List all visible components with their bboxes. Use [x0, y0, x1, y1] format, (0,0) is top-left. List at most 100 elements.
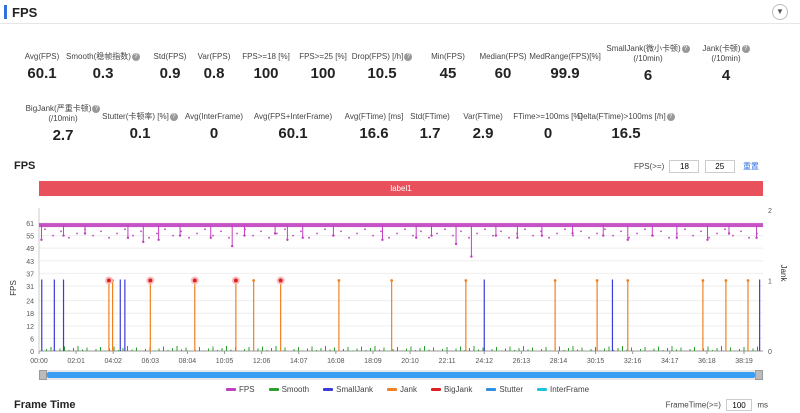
fps-point	[644, 228, 646, 231]
x-tick-label: 16:08	[327, 358, 345, 365]
legend-item-bigjank[interactable]: BigJank	[430, 385, 472, 394]
fps-point	[204, 228, 206, 231]
metric-avg-fps: Avg(FPS) 60.1	[0, 52, 92, 82]
fps-threshold-controls: FPS(>=) 重置	[634, 160, 759, 173]
chart-legend: FPS Smooth SmallJank Jank BigJank Stutter Inte…	[226, 385, 603, 394]
metric-fps-18: FPS>=18 [%] 100	[216, 52, 316, 82]
fps-point	[292, 234, 294, 237]
metric-avg-ftime-ms: Avg(FTime) [ms] 16.6	[324, 112, 424, 142]
metric-value: 99.9	[550, 65, 580, 82]
metric-avg-interframe: Avg(InterFrame) 0	[164, 112, 264, 142]
metric-value: 60.1	[27, 65, 57, 82]
fps-point	[460, 230, 462, 233]
fps-threshold-label: FPS(>=)	[634, 162, 665, 171]
y-tick-label: 31	[26, 284, 34, 291]
help-icon[interactable]: ?	[681, 44, 690, 53]
fps-dip-point	[273, 232, 277, 235]
help-icon[interactable]: ?	[92, 104, 101, 113]
fps-point	[84, 228, 86, 231]
frame-time-unit: ms	[757, 400, 768, 410]
x-tick-label: 12:06	[253, 358, 271, 365]
x-tick-label: 28:14	[550, 358, 568, 365]
frame-time-threshold-input[interactable]	[726, 399, 753, 411]
x-tick-label: 22:11	[439, 358, 456, 365]
fps-threshold-input-2[interactable]	[704, 160, 735, 173]
fps-point	[356, 232, 358, 235]
bigjank-marker	[233, 278, 238, 283]
fps-dip-point	[381, 238, 384, 241]
fps-chart-title: FPS	[14, 160, 36, 172]
fps-point	[748, 236, 750, 239]
fps-threshold-input-1[interactable]	[669, 160, 700, 173]
y-tick-label: 18	[26, 311, 34, 318]
fps-point	[284, 228, 286, 231]
jank-marker	[626, 279, 630, 282]
fps-point	[404, 228, 406, 231]
fps-point	[244, 228, 246, 231]
legend-label: SmallJank	[336, 385, 374, 394]
fps-dip-point	[727, 232, 731, 235]
x-tick-label: 32:16	[624, 358, 642, 365]
fps-dip-point	[209, 236, 212, 239]
x-tick-label: 30:15	[587, 358, 605, 365]
fps-point	[364, 228, 366, 231]
legend-item-jank[interactable]: Jank	[387, 385, 417, 394]
help-icon[interactable]: ?	[169, 112, 178, 121]
fps-point	[380, 230, 382, 233]
slider-handle-right[interactable]	[755, 370, 763, 380]
jank-marker	[724, 279, 728, 282]
legend-item-smalljank[interactable]: SmallJank	[323, 385, 373, 394]
fps-point	[68, 236, 70, 239]
metric-avg-fps-interframe: Avg(FPS+InterFrame) 60.1	[243, 112, 343, 142]
fps-dip-point	[470, 255, 473, 258]
metric-label: Std(FTime)	[410, 112, 450, 121]
reset-button[interactable]: 重置	[742, 162, 759, 171]
bigjank-marker	[278, 278, 283, 283]
jank-marker	[390, 279, 394, 282]
metric-value: 16.6	[359, 125, 389, 142]
y2-tick-label: 1	[768, 279, 772, 286]
slider-range[interactable]	[47, 372, 755, 378]
legend-item-smooth[interactable]: Smooth	[268, 385, 310, 394]
metric-median-fps: Median(FPS) 60	[453, 52, 553, 82]
help-icon[interactable]: ?	[131, 52, 140, 61]
fps-point	[372, 234, 374, 237]
metric-jank: Jank(卡顿)? (/10min) 4	[676, 44, 776, 84]
time-range-slider[interactable]	[39, 370, 763, 380]
help-icon[interactable]: ?	[741, 44, 750, 53]
y2-tick-label: 0	[768, 349, 772, 356]
fps-point	[740, 230, 742, 233]
legend-item-fps[interactable]: FPS	[226, 385, 255, 394]
fps-point	[516, 232, 518, 235]
label-bar[interactable]: label1	[39, 181, 763, 196]
jank-marker	[746, 279, 750, 282]
help-icon[interactable]: ?	[404, 52, 413, 61]
help-icon[interactable]: ?	[666, 112, 675, 121]
legend-swatch	[226, 388, 236, 392]
y-tick-label: 61	[26, 221, 34, 228]
frame-time-title: Frame Time	[14, 399, 76, 411]
chevron-down-icon[interactable]: ▼	[772, 4, 788, 20]
metric-medrange-fps: MedRange(FPS)[%] 99.9	[515, 52, 615, 82]
metric-label: Delta(FTime)>100ms [/h]?	[576, 112, 676, 122]
fps-dip-point	[706, 238, 709, 241]
fps-point	[332, 234, 334, 237]
fps-point	[572, 234, 574, 237]
metric-label: FPS>=18 [%]	[242, 52, 290, 61]
metric-value: 10.5	[367, 65, 397, 82]
legend-item-interframe[interactable]: InterFrame	[537, 385, 589, 394]
metric-var-fps: Var(FPS) 0.8	[164, 52, 264, 82]
fps-dip-point	[142, 240, 145, 244]
metric-label: SmallJank(微小卡顿)?	[598, 44, 698, 54]
fps-point	[476, 232, 478, 235]
fps-point	[132, 234, 134, 237]
fps-point	[396, 232, 398, 235]
metric-label-unit: (/10min)	[48, 114, 78, 123]
legend-label: Smooth	[281, 385, 310, 394]
fps-point	[676, 232, 678, 235]
legend-item-stutter[interactable]: Stutter	[486, 385, 523, 394]
fps-point	[556, 232, 558, 235]
slider-handle-left[interactable]	[39, 370, 47, 380]
metric-label: Stutter(卡顿率) [%]?	[90, 112, 190, 122]
